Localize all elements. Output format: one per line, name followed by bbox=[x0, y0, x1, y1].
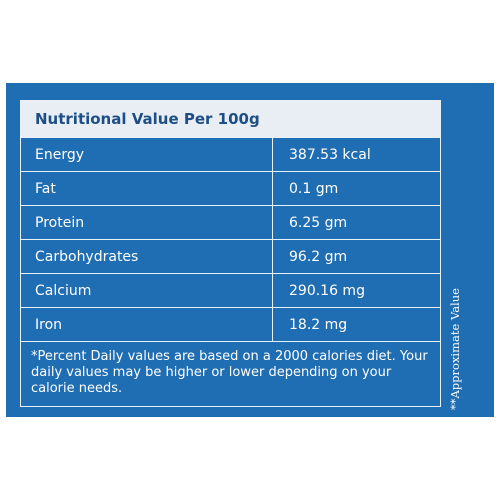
nutrient-name: Energy bbox=[21, 138, 273, 171]
nutrient-value: 18.2 mg bbox=[289, 316, 348, 333]
nutrient-value: 387.53 kcal bbox=[289, 146, 371, 163]
nutrient-name: Protein bbox=[21, 206, 273, 239]
table-row-fat: Fat 0.1 gm bbox=[21, 172, 440, 206]
table-row-energy: Energy 387.53 kcal bbox=[21, 138, 440, 172]
table-title: Nutritional Value Per 100g bbox=[21, 101, 440, 138]
table-row-calcium: Calcium 290.16 mg bbox=[21, 274, 440, 308]
nutrition-table: Nutritional Value Per 100g Energy 387.53… bbox=[20, 100, 441, 407]
approximate-value-note: **Approximate Value bbox=[448, 288, 462, 410]
nutrition-panel bbox=[6, 83, 494, 417]
nutrient-name: Fat bbox=[21, 172, 273, 205]
table-row-protein: Protein 6.25 gm bbox=[21, 206, 440, 240]
nutrient-value: 6.25 gm bbox=[289, 214, 348, 231]
nutrient-name: Calcium bbox=[21, 274, 273, 307]
nutrient-name: Iron bbox=[21, 308, 273, 341]
nutrient-value: 0.1 gm bbox=[289, 180, 339, 197]
nutrient-name: Carbohydrates bbox=[21, 240, 273, 273]
table-row-carbohydrates: Carbohydrates 96.2 gm bbox=[21, 240, 440, 274]
nutrient-value: 96.2 gm bbox=[289, 248, 348, 265]
nutrient-value: 290.16 mg bbox=[289, 282, 365, 299]
table-row-iron: Iron 18.2 mg bbox=[21, 308, 440, 342]
footnote: *Percent Daily values are based on a 200… bbox=[31, 349, 428, 396]
